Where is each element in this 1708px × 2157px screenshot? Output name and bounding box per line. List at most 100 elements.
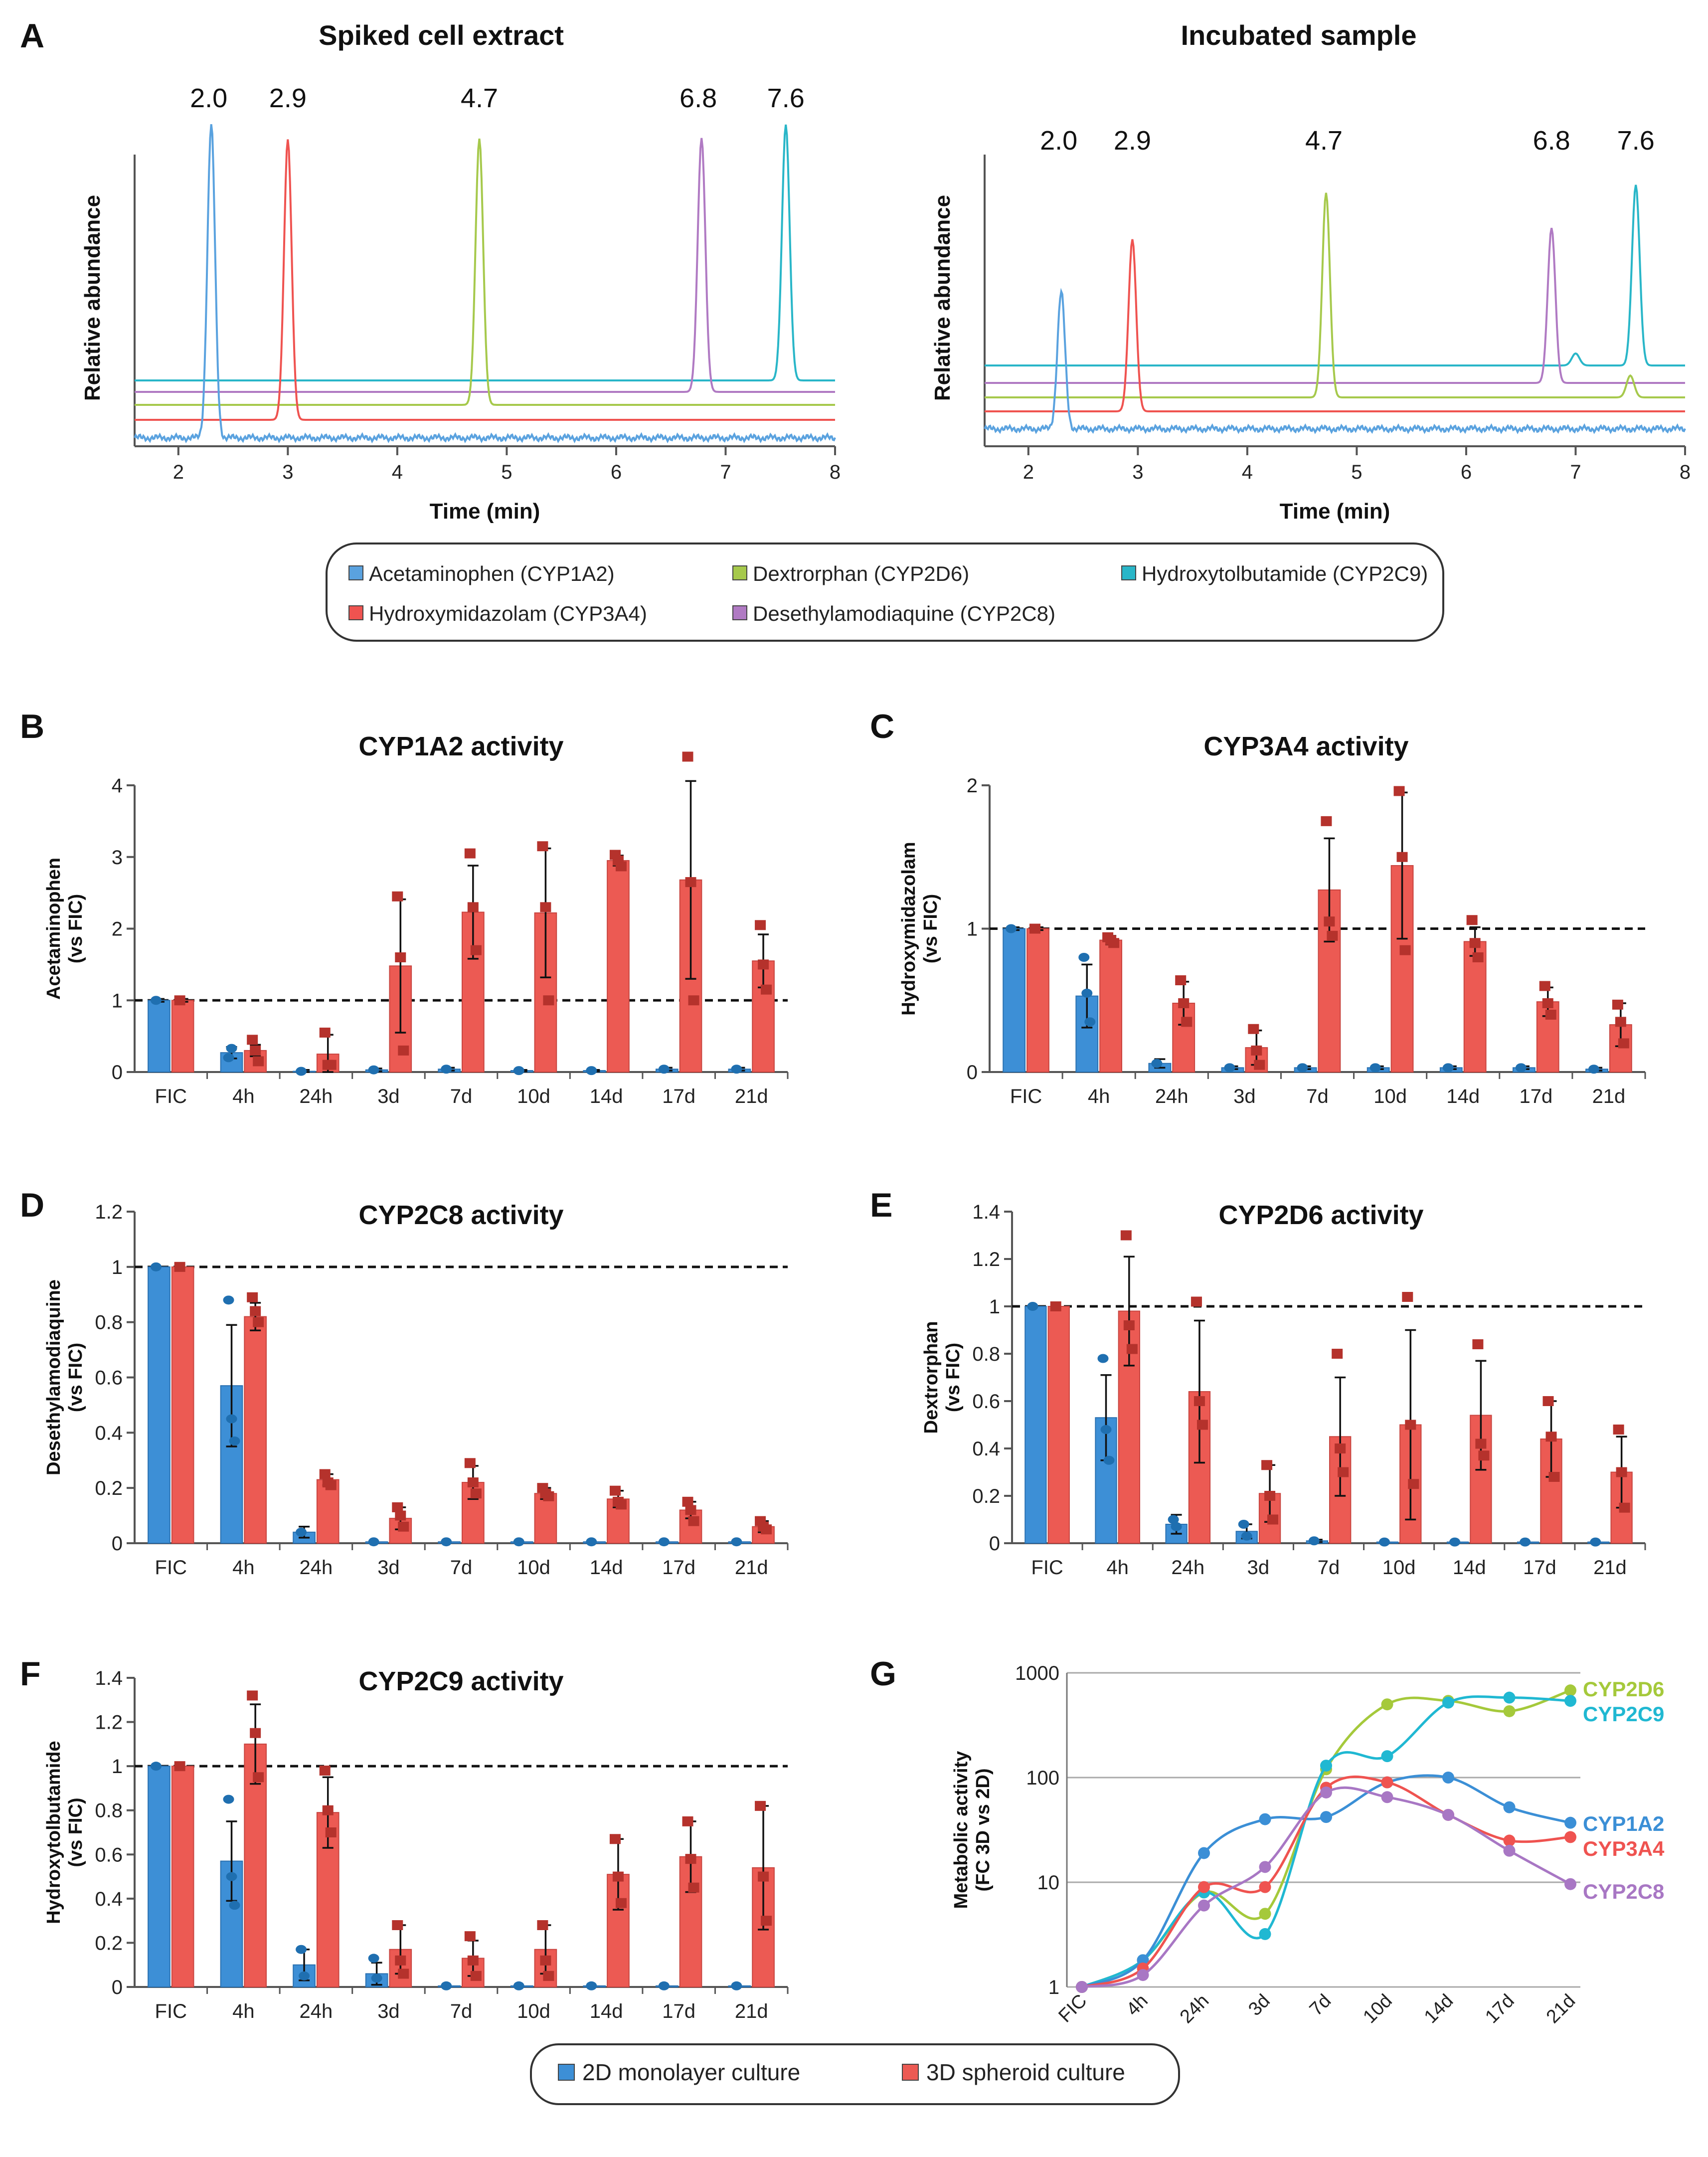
y-tick-label: 2 [967,775,978,797]
replicate-dot-3d [174,1761,185,1772]
bar-3d [1047,1306,1070,1544]
x-tick-label: 17d [1523,1557,1556,1579]
culture-legend-label: 3D spheroid culture [926,2059,1125,2085]
chromatogram-trace-hydroxytolbutamide [135,124,835,381]
y-tick-label: 1 [112,990,123,1012]
replicate-dot-3d [1405,1420,1416,1430]
replicate-dot-3d [682,751,693,762]
peak-retention-label: 4.7 [1305,126,1343,156]
x-tick-label: 24h [1171,1557,1204,1579]
replicate-dot-3d [1335,1443,1346,1453]
chromatogram-xtick-label: 6 [1461,461,1472,483]
replicate-dot-2d [1151,1059,1163,1068]
x-tick-label: 21d [1593,1557,1627,1579]
replicate-dot-3d [467,902,479,912]
replicate-dot-3d [1393,786,1405,796]
y-tick-label: 0 [112,1533,123,1555]
bar-3d [534,1493,557,1544]
replicate-dot-3d [1472,952,1484,962]
chromatogram-xtick-label: 7 [720,461,731,483]
x-tick-label: 3d [1244,1990,1274,2020]
x-tick-label: 17d [662,1557,695,1579]
y-tick-label: 0.2 [95,1477,123,1499]
series-point-cyp2d6 [1259,1908,1271,1920]
replicate-dot-3d [758,959,769,970]
x-tick-label: FIC [1010,1085,1042,1107]
series-line-cyp2c8 [1081,1786,1571,1988]
replicate-dot-2d [299,1971,310,1980]
x-tick-label: 10d [517,1557,550,1579]
bar-3d [1463,941,1487,1073]
y-tick-label: 0.4 [95,1422,123,1444]
series-point-cyp2d6 [1564,1684,1576,1697]
replicate-dot-3d [395,1510,406,1521]
x-tick-label: 7d [1306,1990,1336,2020]
replicate-dot-3d [755,1800,766,1811]
replicate-dot-3d [319,1766,331,1776]
replicate-dot-3d [398,1969,409,1979]
chromatogram-xtick-label: 5 [501,461,512,483]
series-point-cyp2c9 [1442,1696,1454,1709]
replicate-dot-3d [543,1491,554,1501]
x-tick-label: 24h [300,2000,333,2022]
replicate-dot-3d [1191,1296,1202,1307]
y-tick-label: 100 [1026,1767,1059,1789]
series-point-cyp2c8 [1381,1791,1393,1803]
replicate-dot-3d [540,1955,551,1966]
chromatogram-trace-hydroxymidazolam [985,239,1685,412]
replicate-dot-2d [1590,1537,1601,1547]
replicate-dot-3d [615,861,627,872]
replicate-dot-2d [1241,1531,1252,1541]
x-tick-label: 7d [1306,1085,1329,1107]
y-tick-label: 0.4 [972,1438,1000,1460]
replicate-dot-3d [685,1505,696,1515]
series-point-cyp2c9 [1564,1695,1576,1707]
y-tick-label: 0.8 [972,1343,1000,1365]
x-tick-label: 4h [232,2000,255,2022]
panel-g-fold-change: 1 10 100 1000 Metabolic activity (FC 3D vs 2D… [951,1662,1665,2027]
legend-label-acetaminophen: Acetaminophen (CYP1A2) [369,562,615,585]
y-tick-label: 2 [112,918,123,940]
replicate-dot-2d [150,996,162,1005]
legend-swatch-hydroxytolbutamide [1121,565,1136,580]
chromatogram-ylabel-left: Relative abundance [80,195,105,401]
replicate-dot-3d [609,1834,621,1844]
panel-letter-d: D [20,1186,44,1224]
bar-3d [171,1000,194,1073]
replicate-dot-3d [755,920,766,930]
y-tick-label: 0.6 [95,1844,123,1866]
replicate-dot-3d [319,1027,331,1038]
chromatogram-xtick-label: 4 [392,461,403,483]
x-tick-label: 21d [1592,1085,1626,1107]
panel-letter-c: C [870,708,894,745]
replicate-dot-3d [470,1488,482,1499]
replicate-dot-3d [1108,938,1120,948]
replicate-dot-3d [1251,1045,1262,1056]
replicate-dot-3d [250,1045,261,1056]
y-tick-label: 1 [112,1257,123,1278]
replicate-dot-3d [685,877,696,888]
replicate-dot-3d [1338,1467,1349,1477]
replicate-dot-2d [1081,988,1093,998]
x-tick-label: FIC [155,1557,187,1579]
replicate-dot-3d [1475,1438,1487,1449]
x-tick-label: 3d [377,2000,400,2022]
x-tick-label: 10d [1382,1557,1416,1579]
chromatogram-xtick-label: 7 [1570,461,1581,483]
y-tick-label: 0.2 [95,1932,123,1954]
replicate-dot-2d [223,1053,234,1063]
series-point-cyp2c9 [1503,1691,1516,1704]
legend-label-hydroxymidazolam: Hydroxymidazolam (CYP3A4) [369,602,647,625]
replicate-dot-3d [325,1060,337,1070]
peak-retention-label: 7.6 [767,83,805,113]
replicate-dot-3d [1472,1339,1484,1349]
replicate-dot-3d [470,945,482,955]
replicate-dot-3d [540,902,551,912]
replicate-dot-2d [371,1974,382,1983]
replicate-dot-2d [223,1795,234,1804]
y-tick-label: 0 [112,1977,123,1998]
replicate-dot-2d [1308,1536,1320,1546]
replicate-dot-3d [247,1292,258,1302]
bar-3d [607,860,630,1073]
